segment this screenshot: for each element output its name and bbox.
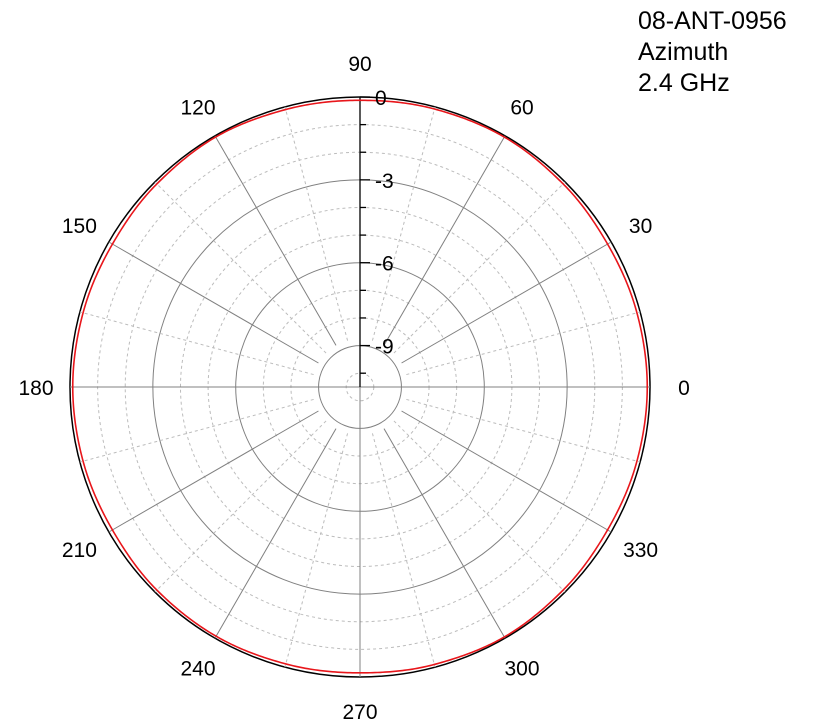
major-spoke (383, 428, 506, 639)
minor-spoke (79, 311, 314, 376)
radial-tick-label: -9 (375, 336, 394, 359)
chart-title-line-frequency: 2.4 GHz (638, 69, 730, 97)
series-line (71, 99, 649, 674)
radial-tick-label: 0 (375, 87, 387, 110)
angle-tick-label: 120 (180, 96, 215, 119)
major-spoke (383, 135, 506, 346)
minor-spoke (393, 181, 566, 354)
minor-spoke (393, 420, 566, 593)
minor-spoke (406, 311, 641, 376)
tick-labels: 0 -3 -6 -9 0 30 60 90 120 150 180 210 240 270 300 330 (18, 53, 690, 724)
angle-tick-label: 60 (510, 96, 533, 119)
major-spoke (214, 135, 337, 346)
angle-tick-label: 180 (18, 377, 53, 400)
minor-spoke (371, 433, 436, 668)
minor-spoke (406, 398, 641, 463)
minor-spoke (284, 106, 349, 341)
angle-tick-label: 90 (348, 53, 371, 76)
angle-tick-label: 270 (342, 701, 377, 721)
major-spoke (401, 410, 612, 533)
major-spoke (108, 241, 319, 364)
minor-spoke (154, 181, 327, 354)
angle-tick-label: 330 (623, 539, 658, 562)
angle-tick-label: 210 (62, 539, 97, 562)
minor-spoke (284, 433, 349, 668)
major-spoke (401, 241, 612, 364)
chart-title-block: 08-ANT-0956 Azimuth 2.4 GHz (638, 6, 787, 99)
major-spoke (108, 410, 319, 533)
angle-tick-label: 300 (504, 658, 539, 681)
angle-tick-label: 240 (180, 658, 215, 681)
chart-title-line-model: 08-ANT-0956 (638, 7, 787, 35)
angle-tick-label: 0 (678, 377, 690, 400)
radial-tick-label: -3 (375, 170, 394, 193)
angular-gridlines (70, 106, 650, 677)
minor-spoke (371, 106, 436, 341)
chart-title-line-plane: Azimuth (638, 38, 729, 66)
radial-tick-label: -6 (375, 253, 394, 276)
minor-spoke (154, 420, 327, 593)
major-spoke (214, 428, 337, 639)
minor-spoke (79, 398, 314, 463)
series-layer (71, 99, 649, 674)
angle-tick-label: 150 (62, 215, 97, 238)
angle-tick-label: 30 (629, 215, 652, 238)
radial-axis (359, 96, 370, 387)
